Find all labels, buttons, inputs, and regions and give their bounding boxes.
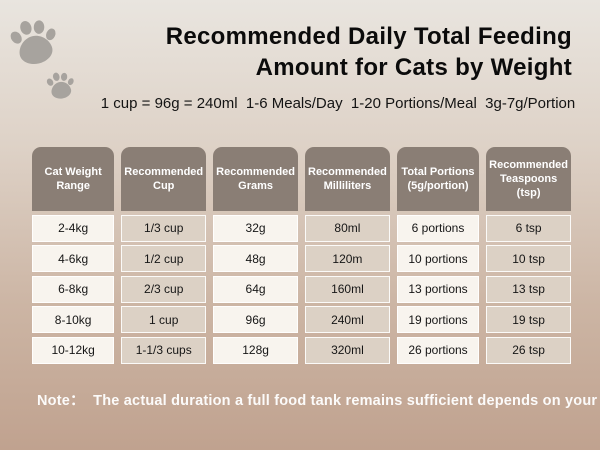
table-cell: 48g	[213, 245, 298, 272]
column-header-grams: Recommended Grams	[213, 147, 298, 211]
column-header-milliliters: Recommended Milliliters	[305, 147, 390, 211]
table-cell: 19 tsp	[486, 306, 571, 333]
table-cell: 26 portions	[396, 336, 480, 364]
table-cell: 2/3 cup	[121, 275, 207, 303]
table-cell: 8-10kg	[32, 306, 115, 333]
table-cell: 4-6kg	[32, 245, 115, 272]
table-cell: 1/2 cup	[121, 245, 207, 272]
table-cell: 32g	[213, 214, 298, 242]
table-cell: 1 cup	[121, 306, 207, 333]
table-cell: 96g	[213, 306, 298, 333]
table-cell: 13 tsp	[486, 275, 571, 303]
column-header-teaspoons: Recommended Teaspoons (tsp)	[486, 147, 571, 211]
table-cell: 1/3 cup	[121, 214, 207, 242]
note-text: Note： The actual duration a full food ta…	[37, 393, 598, 409]
table-cell: 1-1/3 cups	[121, 336, 207, 364]
column-header-cup: Recommended Cup	[121, 147, 207, 211]
table-cell: 13 portions	[396, 275, 480, 303]
table-cell: 160ml	[305, 275, 390, 303]
column-header-weight: Cat Weight Range	[32, 147, 115, 211]
feeding-table: Cat Weight Range Recommended Cup Recomme…	[32, 147, 571, 364]
page-title: Recommended Daily Total Feeding Amount f…	[0, 21, 572, 83]
table-cell: 120m	[305, 245, 390, 272]
table-cell: 2-4kg	[32, 214, 115, 242]
table-cell: 128g	[213, 336, 298, 364]
table-cell: 6 portions	[396, 214, 480, 242]
table-cell: 320ml	[305, 336, 390, 364]
table-cell: 10 tsp	[486, 245, 571, 272]
column-header-portions: Total Portions (5g/portion)	[396, 147, 480, 211]
table-cell: 10-12kg	[32, 336, 115, 364]
table-cell: 26 tsp	[486, 336, 571, 364]
page-title-line2: Amount for Cats by Weight	[255, 54, 572, 81]
table-cell: 6-8kg	[32, 275, 115, 303]
table-cell: 10 portions	[396, 245, 480, 272]
table-cell: 240ml	[305, 306, 390, 333]
table-cell: 64g	[213, 275, 298, 303]
table-cell: 6 tsp	[486, 214, 571, 242]
table-cell: 80ml	[305, 214, 390, 242]
subtitle: 1 cup = 96g = 240ml 1-6 Meals/Day 1-20 P…	[100, 95, 576, 112]
page-title-line1: Recommended Daily Total Feeding	[165, 23, 572, 50]
table-cell: 19 portions	[396, 306, 480, 333]
